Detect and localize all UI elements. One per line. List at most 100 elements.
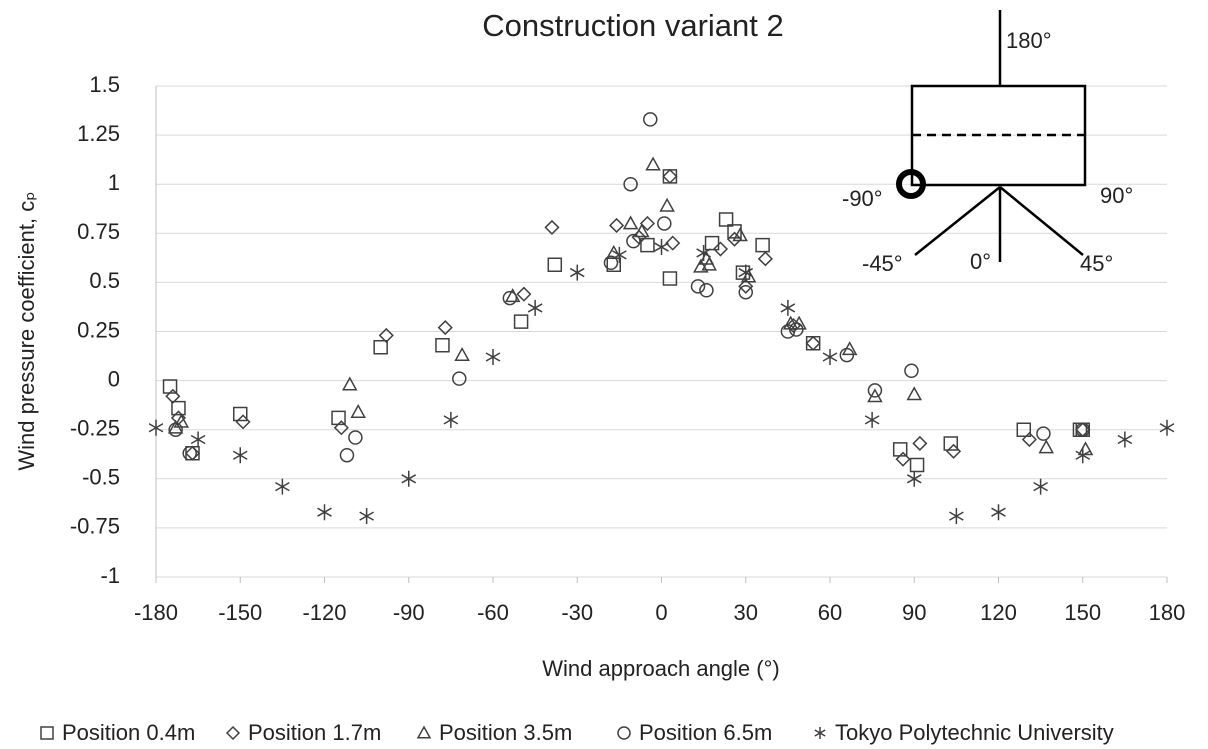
legend-marker [416, 725, 432, 739]
point [696, 244, 711, 261]
point [639, 215, 656, 232]
point [184, 445, 201, 461]
point [350, 403, 366, 418]
point [1159, 419, 1175, 436]
x-tick-label: -30 [561, 600, 593, 625]
point [912, 435, 928, 452]
point [348, 430, 363, 445]
x-tick-label: -120 [302, 600, 346, 625]
point [864, 411, 880, 428]
legend-marker [814, 727, 826, 739]
point [190, 431, 206, 448]
inset-diagram: 180° -90° 90° -45° 0° 45° [842, 10, 1133, 276]
point [443, 411, 459, 428]
inset-line [999, 186, 1084, 256]
point [454, 347, 470, 362]
point [665, 235, 681, 251]
point [946, 443, 962, 459]
point [1036, 426, 1051, 441]
annotation: -90° [842, 186, 883, 211]
point [643, 112, 658, 127]
point [690, 279, 706, 294]
point [544, 219, 560, 235]
point [738, 284, 753, 300]
y-tick-label: -0.5 [82, 465, 120, 490]
legend-marker [617, 726, 631, 740]
point [949, 508, 964, 525]
annotation: 180° [1006, 28, 1052, 53]
point [1075, 422, 1090, 437]
legend-label: Tokyo Polytechnic University [835, 720, 1114, 745]
x-tick-label: -150 [218, 600, 262, 625]
point [645, 156, 661, 171]
point [657, 216, 672, 231]
point [906, 386, 923, 401]
annotation: 0° [970, 249, 991, 274]
point [662, 168, 678, 184]
point [738, 264, 754, 281]
point [757, 251, 773, 267]
point [502, 290, 518, 306]
point [378, 327, 394, 343]
point [359, 508, 374, 525]
y-axis-label: Wind pressure coefficient, cₚ [14, 191, 39, 470]
point [780, 299, 796, 316]
annotation: 90° [1100, 183, 1133, 208]
point [623, 176, 638, 192]
point [780, 324, 796, 339]
point [634, 223, 650, 238]
x-tick-label: -90 [393, 600, 425, 625]
legend-marker [40, 726, 54, 740]
point [654, 239, 669, 256]
inset-sensor [896, 169, 926, 199]
point [805, 335, 821, 351]
point [726, 231, 743, 247]
point [1033, 478, 1048, 495]
x-tick-label: 90 [902, 600, 926, 625]
point [704, 235, 720, 251]
y-tick-label: -0.75 [70, 514, 120, 539]
point [437, 320, 453, 336]
point [839, 347, 855, 363]
point [718, 212, 734, 227]
point [485, 349, 501, 366]
point [569, 264, 585, 281]
point [712, 241, 729, 257]
x-axis-label: Wind approach angle (°) [542, 656, 779, 681]
point [1021, 431, 1037, 448]
point [895, 451, 911, 467]
point [662, 169, 678, 184]
legend-marker [225, 725, 241, 741]
point [1038, 439, 1055, 454]
point [732, 227, 748, 242]
point [738, 278, 754, 294]
point [626, 233, 641, 249]
point [943, 436, 959, 451]
y-tick-label: 1.25 [77, 121, 120, 146]
point [339, 447, 355, 463]
point [904, 363, 919, 379]
point [909, 457, 925, 473]
x-tick-label: 60 [818, 600, 842, 625]
point [805, 336, 821, 351]
point [317, 504, 332, 521]
point [1117, 431, 1133, 448]
y-tick-label: 0.25 [77, 317, 120, 342]
x-tick-label: -180 [134, 600, 178, 625]
point [699, 283, 714, 298]
chart-title: Construction variant 2 [482, 8, 784, 43]
legend-label: Position 0.4m [62, 720, 195, 745]
legend-label: Position 3.5m [439, 720, 572, 745]
point [148, 419, 164, 436]
x-tick-label: 0 [655, 600, 667, 625]
point [659, 197, 675, 212]
point [622, 215, 639, 230]
y-tick-label: 0.5 [89, 268, 120, 293]
point [755, 237, 770, 253]
y-tick-label: -1 [100, 563, 120, 588]
point [640, 237, 655, 253]
point [401, 470, 417, 487]
point [185, 446, 200, 461]
y-tick-label: 0 [108, 366, 120, 391]
point [527, 299, 543, 316]
